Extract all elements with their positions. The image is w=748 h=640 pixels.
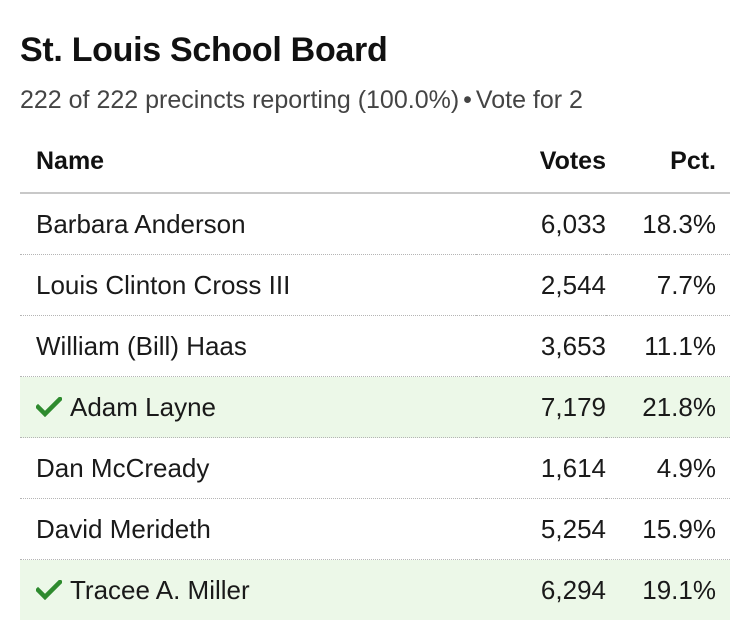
vote-for: Vote for 2 [475,86,583,114]
candidate-name-cell: David Merideth [20,498,476,560]
results-table: Name Votes Pct. Barbara Anderson 6,033 18.… [20,130,730,620]
table-row: Dan McCready 1,614 4.9% [20,437,730,499]
candidate-votes: 5,254 [476,498,606,560]
table-row: Adam Layne 7,179 21.8% [20,376,730,438]
candidate-name-cell: William (Bill) Haas [20,315,476,377]
candidate-votes: 1,614 [476,437,606,499]
results-widget: St. Louis School Board 222 of 222 precin… [20,31,730,620]
candidate-name: Tracee A. Miller [70,574,250,605]
candidate-votes: 6,294 [476,559,606,620]
candidate-name: David Merideth [36,513,211,544]
table-row: Barbara Anderson 6,033 18.3% [20,193,730,255]
candidate-name: William (Bill) Haas [36,330,247,361]
table-row: William (Bill) Haas 3,653 11.1% [20,315,730,377]
candidate-name-cell: Tracee A. Miller [20,559,476,620]
checkmark-icon [36,396,62,417]
candidate-pct: 19.1% [606,559,730,620]
candidate-name-cell: Louis Clinton Cross III [20,254,476,316]
table-row: Louis Clinton Cross III 2,544 7.7% [20,254,730,316]
table-header-row: Name Votes Pct. [20,130,730,194]
subtitle-separator: • [463,86,472,114]
precincts-reporting: 222 of 222 precincts reporting (100.0%) [20,86,460,114]
candidate-name-cell: Dan McCready [20,437,476,499]
table-row: Tracee A. Miller 6,294 19.1% [20,559,730,620]
candidate-pct: 15.9% [606,498,730,560]
race-title: St. Louis School Board [20,31,388,69]
candidate-pct: 18.3% [606,193,730,255]
candidate-votes: 2,544 [476,254,606,316]
candidate-votes: 7,179 [476,376,606,438]
candidate-name: Adam Layne [70,391,216,422]
table-row: David Merideth 5,254 15.9% [20,498,730,560]
candidate-name-cell: Barbara Anderson [20,193,476,255]
candidate-name: Dan McCready [36,452,210,483]
candidate-votes: 3,653 [476,315,606,377]
checkmark-icon [36,579,62,600]
header-name: Name [20,130,476,194]
candidate-pct: 21.8% [606,376,730,438]
header-votes: Votes [476,130,606,194]
candidate-pct: 11.1% [606,315,730,377]
candidate-pct: 4.9% [606,437,730,499]
candidate-votes: 6,033 [476,193,606,255]
header-pct: Pct. [606,130,730,194]
race-subtitle: 222 of 222 precincts reporting (100.0%) •… [20,82,728,118]
candidate-pct: 7.7% [606,254,730,316]
candidate-name-cell: Adam Layne [20,376,476,438]
candidate-name: Louis Clinton Cross III [36,269,291,300]
candidate-name: Barbara Anderson [36,208,246,239]
